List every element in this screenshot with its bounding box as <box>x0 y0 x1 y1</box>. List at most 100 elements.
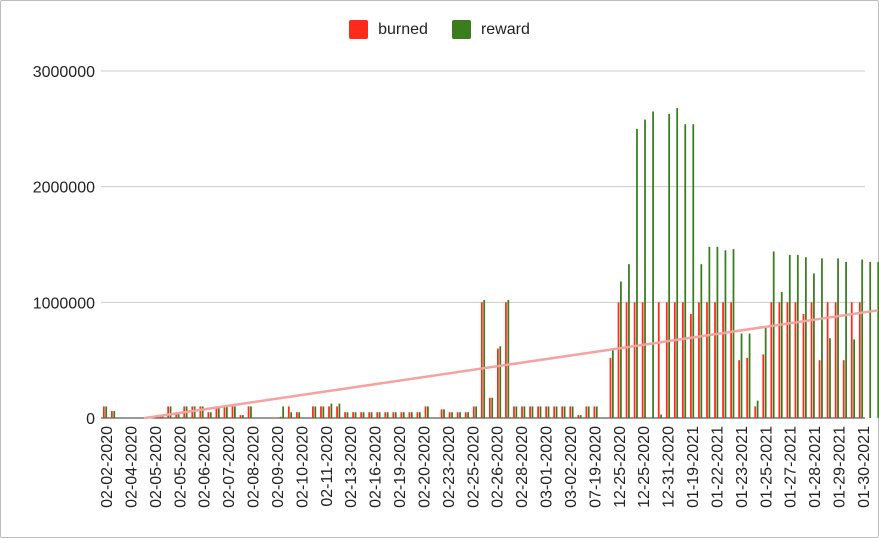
bar-burned <box>328 406 330 418</box>
legend-swatch-reward <box>451 20 471 39</box>
bar-burned <box>416 412 419 418</box>
bar-reward <box>322 406 325 418</box>
bar-reward <box>531 406 534 418</box>
bar-reward <box>620 281 622 418</box>
bar-reward <box>821 258 823 418</box>
bar-reward <box>684 124 687 418</box>
bar-reward <box>427 406 429 418</box>
bar-reward <box>740 333 743 418</box>
bar-burned <box>384 412 387 418</box>
x-tick-label: 03-01-2020 <box>539 426 556 508</box>
legend-label-burned: burned <box>378 20 428 38</box>
bar-burned <box>320 406 322 418</box>
x-tick-label: 02-16-2020 <box>368 426 385 508</box>
legend-item-reward[interactable]: reward <box>451 20 530 39</box>
bar-reward <box>788 254 791 418</box>
y-tick-label: 0 <box>86 411 95 428</box>
bar-reward <box>764 326 767 418</box>
bar-reward <box>491 397 494 418</box>
bar-reward <box>772 251 775 418</box>
bar-reward <box>242 415 244 418</box>
bar-reward <box>346 412 349 418</box>
x-tick-label: 02-06-2020 <box>197 426 214 508</box>
bar-reward <box>233 406 236 418</box>
bar-burned <box>641 302 644 418</box>
bar-reward <box>660 414 662 418</box>
x-tick-label: 02-19-2020 <box>392 426 409 508</box>
bar-burned <box>352 412 355 418</box>
bar-reward <box>571 406 574 418</box>
bar-reward <box>290 412 293 418</box>
bar-burned <box>215 406 218 418</box>
x-tick-label: 01-23-2021 <box>734 426 751 508</box>
bar-burned <box>593 406 596 418</box>
bar-reward <box>354 412 357 418</box>
legend-swatch-burned <box>349 20 369 39</box>
bar-burned <box>585 406 588 418</box>
bar-reward <box>813 273 815 418</box>
bar-burned <box>778 302 781 418</box>
bar-reward <box>756 400 759 418</box>
bar-reward <box>595 406 598 418</box>
bar-burned <box>223 406 226 418</box>
bar-reward <box>555 406 558 418</box>
bar-burned <box>770 302 773 418</box>
legend: burned reward <box>0 20 879 39</box>
bar-burned <box>754 406 757 418</box>
bar-burned <box>690 313 692 418</box>
bar-burned <box>102 406 105 418</box>
bar-reward <box>378 412 381 418</box>
bar-reward <box>547 406 550 418</box>
bar-reward <box>177 412 180 418</box>
bar-reward <box>169 406 172 418</box>
bar-burned <box>110 411 113 418</box>
bar-reward <box>410 412 413 418</box>
x-tick-label: 01-27-2021 <box>783 426 800 508</box>
bar-burned <box>794 302 797 418</box>
x-tick-label: 02-05-2020 <box>172 426 189 508</box>
bar-reward <box>394 412 397 418</box>
legend-item-burned[interactable]: burned <box>349 20 428 39</box>
bar-burned <box>480 302 483 418</box>
x-tick-label: 02-02-2020 <box>99 426 116 508</box>
y-axis-labels: 0 1000000 2000000 3000000 <box>33 64 95 428</box>
bar-burned <box>448 412 451 418</box>
bar-burned <box>786 302 789 418</box>
x-tick-label: 02-25-2020 <box>465 426 482 508</box>
trendline-group <box>143 309 879 420</box>
y-tick-label: 3000000 <box>33 64 95 81</box>
bar-reward <box>282 406 285 418</box>
bar-reward <box>523 406 526 418</box>
bar-reward <box>362 412 365 418</box>
x-tick-label: 01-22-2021 <box>709 426 726 508</box>
bar-reward <box>869 261 872 418</box>
bar-burned <box>673 302 676 418</box>
bars <box>102 108 879 419</box>
bar-reward <box>451 412 453 418</box>
bar-reward <box>418 412 421 418</box>
bar-reward <box>676 108 679 418</box>
bar-reward <box>113 411 116 418</box>
bar-burned <box>657 302 660 418</box>
gridlines <box>101 70 865 419</box>
bar-reward <box>628 264 630 418</box>
x-tick-label: 12-25-2020 <box>612 426 629 508</box>
bar-burned <box>231 406 234 418</box>
bar-burned <box>714 302 716 418</box>
bar-reward <box>370 412 373 418</box>
bar-burned <box>850 302 853 418</box>
bar-reward <box>250 406 252 418</box>
bar-reward <box>483 300 486 418</box>
bar-reward <box>700 264 703 418</box>
x-tick-label: 12-25-2020 <box>636 426 653 508</box>
bar-burned <box>577 415 580 418</box>
x-tick-label: 01-25-2021 <box>758 426 775 508</box>
bar-burned <box>400 412 403 418</box>
bar-burned <box>746 357 749 418</box>
bar-reward <box>796 254 799 418</box>
x-tick-label: 02-13-2020 <box>343 426 360 508</box>
bar-burned <box>271 417 274 418</box>
bar-burned <box>722 302 724 418</box>
bar-reward <box>443 409 445 418</box>
bar-reward <box>475 406 478 418</box>
